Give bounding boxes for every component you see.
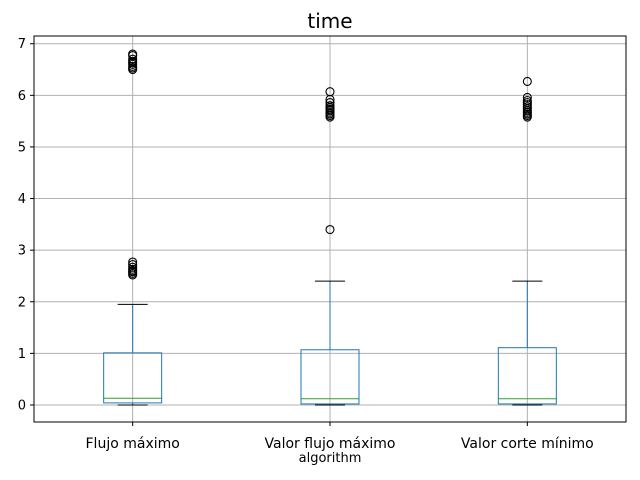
chart-title: time xyxy=(307,9,352,33)
flier-1-0 xyxy=(325,224,335,235)
flier-2-11 xyxy=(522,76,532,86)
x-tick-label-0: Flujo máximo xyxy=(86,436,180,452)
box-2 xyxy=(497,347,557,405)
flier-0-7 xyxy=(128,257,138,267)
flier-0-5 xyxy=(128,262,138,272)
plot-frame xyxy=(33,35,627,423)
box-group-0 xyxy=(103,49,163,406)
flier-2-10 xyxy=(522,92,532,102)
y-tick-label-5: 5 xyxy=(18,140,26,155)
x-tick-label-1: Valor flujo máximo xyxy=(265,436,396,452)
x-axis-label: algorithm xyxy=(299,451,362,466)
y-tick-label-7: 7 xyxy=(18,37,26,52)
y-tick-label-2: 2 xyxy=(18,295,26,310)
flier-1-11 xyxy=(325,87,335,97)
flier-1-8 xyxy=(325,101,335,111)
y-tick-label-4: 4 xyxy=(18,192,26,207)
flier-0-14 xyxy=(128,54,138,64)
flier-1-9 xyxy=(325,98,335,108)
y-tick-label-0: 0 xyxy=(18,398,26,413)
flier-2-9 xyxy=(522,95,532,106)
box-0 xyxy=(103,352,163,404)
box-group-1 xyxy=(300,87,360,406)
flier-0-16 xyxy=(128,49,138,59)
flier-0-6 xyxy=(128,260,138,270)
box-1 xyxy=(300,349,360,405)
axis-layer: 0 1 2 3 4 5 6 7 Flujo máximo Valor flujo máximo Va… xyxy=(18,37,594,452)
y-tick-label-6: 6 xyxy=(18,89,26,104)
x-tick-label-2: Valor corte mínimo xyxy=(461,436,594,452)
grid-layer xyxy=(34,36,626,422)
y-tick-label-3: 3 xyxy=(18,244,26,259)
box-group-2 xyxy=(497,76,557,406)
box-layer xyxy=(103,49,557,406)
y-tick-label-1: 1 xyxy=(18,347,26,362)
